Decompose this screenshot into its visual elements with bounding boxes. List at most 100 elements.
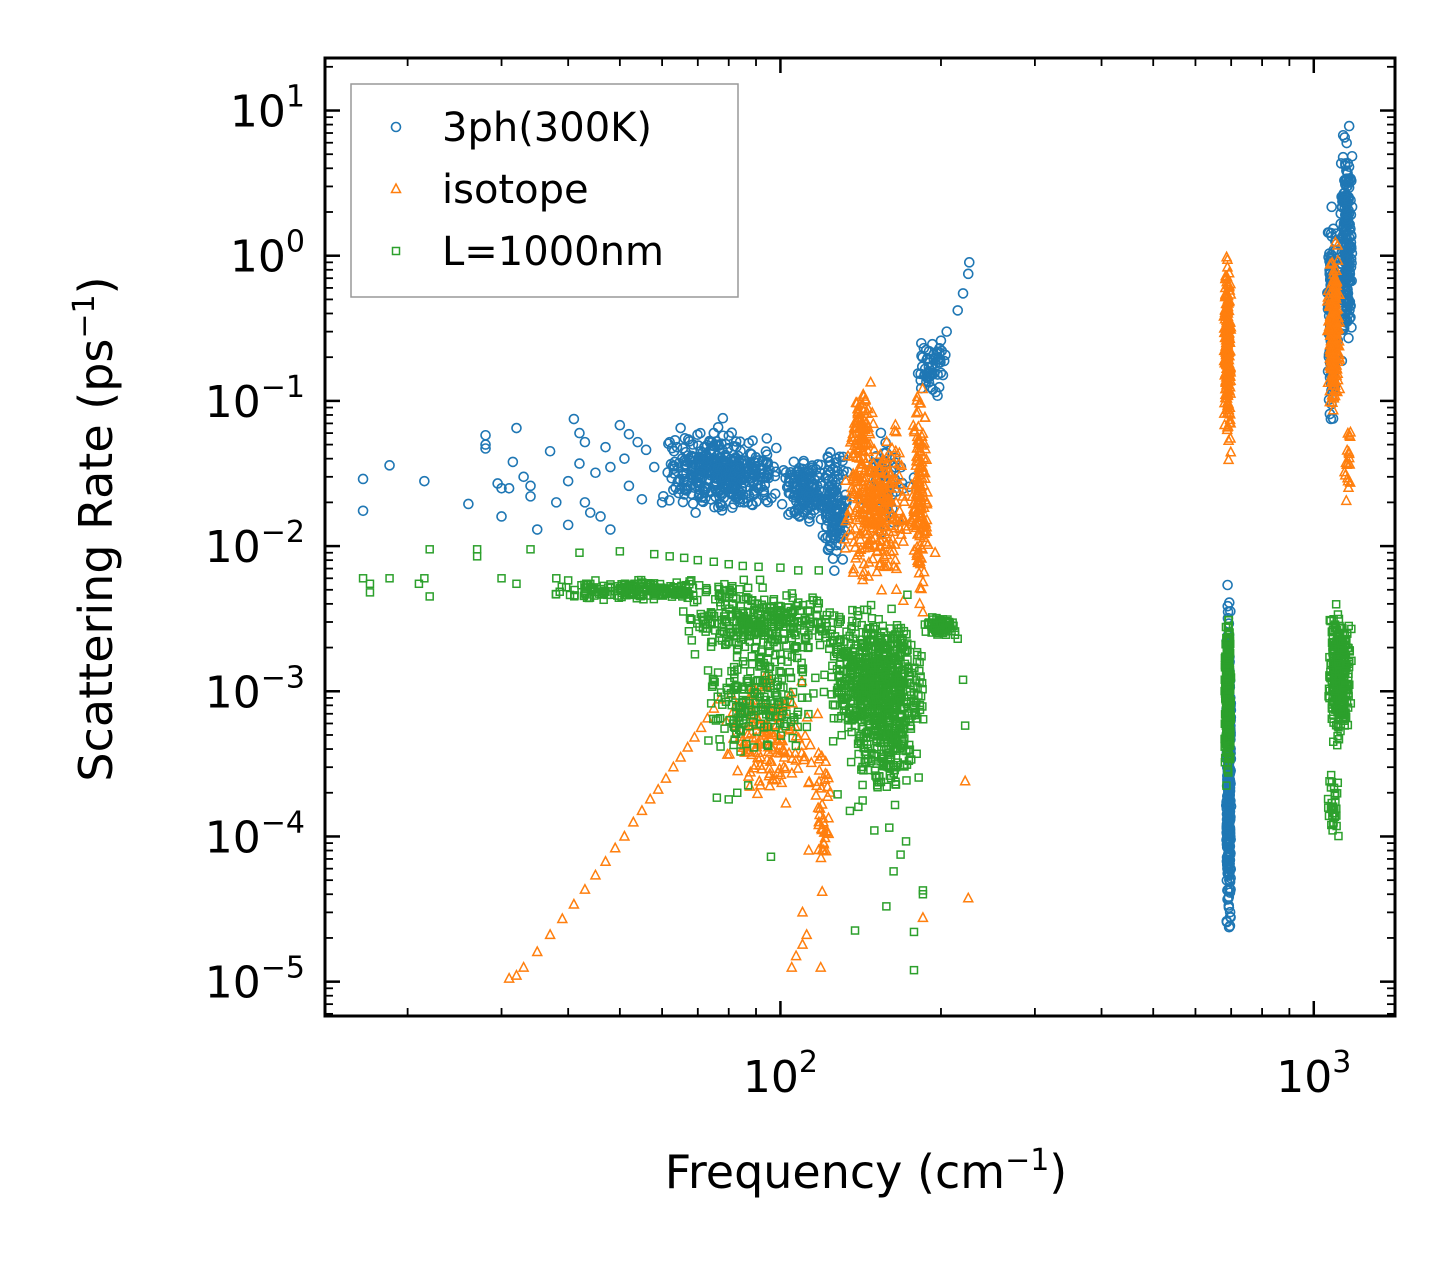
circle-point	[1223, 798, 1235, 809]
circle-point	[619, 453, 630, 464]
square-point	[575, 548, 584, 557]
circle-point	[605, 461, 616, 473]
square-point	[941, 623, 950, 632]
square-point	[896, 850, 905, 859]
square-point	[882, 902, 891, 911]
square-point	[899, 761, 909, 771]
square-point	[858, 796, 867, 805]
circle-point	[574, 458, 585, 469]
square-point	[690, 650, 700, 659]
circle-point	[699, 482, 711, 494]
square-point	[685, 614, 695, 623]
square-point	[828, 737, 838, 746]
circle-point	[1222, 827, 1233, 839]
triangle-point	[721, 747, 734, 759]
triangle-point	[1225, 445, 1237, 457]
square-point	[420, 574, 429, 583]
square-point	[754, 562, 763, 572]
circle-point	[783, 476, 795, 487]
triangle-point	[1325, 321, 1337, 332]
square-point	[897, 638, 906, 648]
square-point	[891, 630, 900, 639]
circle-point	[670, 482, 681, 493]
circle-point	[687, 498, 699, 509]
square-point	[709, 676, 718, 685]
square-point	[755, 575, 765, 585]
circle-point	[831, 471, 843, 482]
square-point	[724, 559, 733, 569]
triangle-point	[873, 464, 885, 476]
triangle-point	[886, 441, 898, 453]
square-point	[704, 611, 713, 620]
triangle-point	[857, 388, 869, 399]
square-point	[866, 664, 876, 673]
triangle-point	[1221, 353, 1233, 365]
circle-point	[694, 452, 706, 464]
triangle-point	[852, 488, 865, 500]
square-point	[760, 692, 769, 702]
square-point	[707, 682, 717, 691]
triangle-point	[802, 843, 815, 855]
square-point	[896, 703, 905, 713]
circle-point	[579, 497, 591, 508]
circle-point	[1339, 132, 1351, 143]
circle-point	[712, 486, 723, 498]
circle-point	[640, 444, 652, 456]
square-point	[896, 623, 906, 633]
square-point	[724, 795, 733, 804]
triangle-point	[798, 753, 810, 765]
square-point	[886, 752, 896, 762]
triangle-point	[814, 960, 827, 972]
triangle-point	[868, 443, 880, 455]
square-point	[918, 715, 928, 724]
square-point	[798, 667, 808, 677]
circle-point	[1222, 833, 1234, 844]
square-point	[889, 867, 898, 876]
triangle-point	[919, 411, 931, 422]
circle-point	[743, 437, 754, 449]
triangle-point	[857, 478, 870, 490]
square-point	[749, 608, 758, 618]
square-point	[791, 630, 800, 640]
circle-point	[804, 516, 815, 527]
square-point	[840, 701, 849, 710]
square-point	[909, 927, 919, 937]
triangle-point	[894, 522, 906, 534]
circle-point	[1339, 272, 1351, 284]
square-point	[822, 610, 832, 620]
square-point	[905, 672, 915, 681]
square-point	[679, 553, 689, 563]
triangle-point	[811, 707, 824, 719]
square-point	[570, 585, 579, 595]
square-point	[848, 616, 857, 626]
triangle-point	[1332, 254, 1344, 265]
circle-point	[357, 473, 369, 485]
square-point	[827, 690, 836, 699]
circle-point	[682, 450, 694, 461]
triangle-point	[871, 565, 883, 577]
square-point	[762, 740, 772, 749]
circle-point	[749, 485, 760, 497]
square-point	[882, 762, 892, 771]
circle-point	[827, 497, 839, 508]
circle-point	[692, 429, 703, 441]
triangle-point	[811, 779, 823, 791]
triangle-point	[856, 568, 869, 580]
triangle-point	[579, 883, 591, 894]
circle-point	[678, 475, 690, 487]
circle-point	[518, 471, 529, 483]
square-point	[713, 714, 723, 724]
square-point	[894, 690, 903, 700]
square-point	[912, 647, 922, 657]
square-point	[781, 722, 790, 731]
square-point	[864, 653, 874, 662]
circle-point	[1342, 158, 1354, 169]
circle-point	[384, 460, 395, 471]
square-point	[679, 607, 688, 616]
square-point	[872, 712, 881, 722]
circle-point	[1336, 201, 1348, 213]
circle-point	[525, 480, 536, 492]
circle-point	[1325, 227, 1337, 239]
square-point	[797, 693, 807, 702]
triangle-point	[916, 438, 928, 450]
